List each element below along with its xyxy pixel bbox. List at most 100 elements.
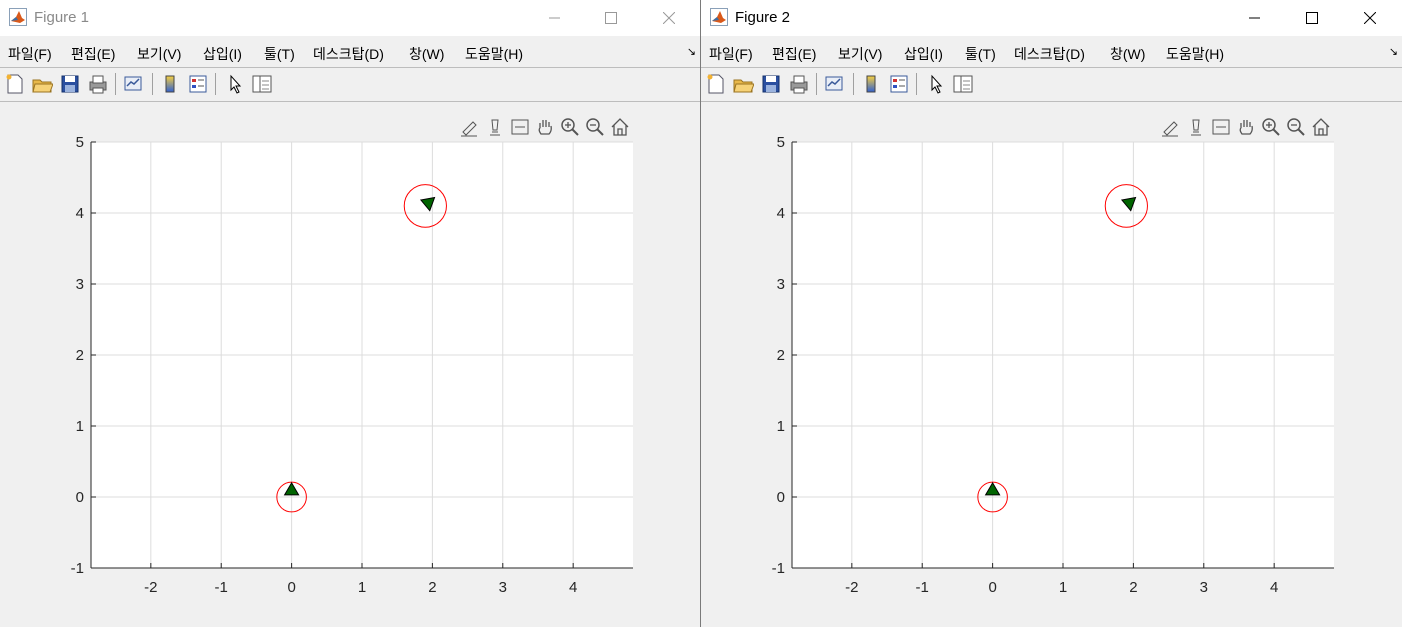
menu-tools[interactable]: 툴(T) (264, 46, 295, 62)
minimize-button[interactable] (1232, 0, 1278, 36)
triangle-marker (283, 481, 300, 496)
menu-insert[interactable]: 삽입(I) (203, 46, 242, 62)
zoom-in-icon[interactable] (1260, 116, 1282, 138)
window-title: Figure 2 (735, 9, 791, 26)
menu-edit[interactable]: 편집(E) (71, 46, 116, 62)
property-inspector-icon[interactable] (251, 73, 273, 95)
plot-area[interactable]: -2 -1 0 1 2 3 4 -1 0 1 2 3 4 5 (0, 101, 700, 627)
link-plot-icon[interactable] (823, 73, 845, 95)
menu-dock-arrow-icon[interactable]: ↘ (686, 46, 696, 58)
menu-bar: 파일(F) 편집(E) 보기(V) 삽입(I) 툴(T) 데스크탑(D) 창(W… (701, 37, 1402, 67)
maximize-icon (605, 12, 617, 24)
toolbar-separator (916, 73, 917, 95)
menu-view[interactable]: 보기(V) (137, 46, 182, 62)
minimize-button[interactable] (532, 0, 578, 36)
menu-window[interactable]: 창(W) (1110, 46, 1146, 62)
insert-legend-icon[interactable] (187, 73, 209, 95)
new-figure-icon[interactable] (4, 73, 26, 95)
maximize-button[interactable] (1289, 0, 1335, 36)
insert-colorbar-icon[interactable] (159, 73, 181, 95)
home-icon[interactable] (609, 116, 631, 138)
matlab-icon (710, 8, 728, 26)
range-circle (403, 184, 447, 228)
minimize-icon (1249, 17, 1260, 19)
brush-icon[interactable] (1160, 116, 1182, 138)
menu-help[interactable]: 도움말(H) (1166, 46, 1225, 62)
y-tick-label: 0 (777, 489, 785, 506)
insert-legend-icon[interactable] (888, 73, 910, 95)
y-tick-label: 5 (777, 134, 785, 151)
new-figure-icon[interactable] (705, 73, 727, 95)
print-icon[interactable] (87, 73, 109, 95)
x-tick-label: 1 (358, 579, 366, 596)
legend-toggle-icon[interactable] (509, 116, 531, 138)
menu-file[interactable]: 파일(F) (709, 46, 753, 62)
menu-window[interactable]: 창(W) (409, 46, 445, 62)
menu-insert[interactable]: 삽입(I) (904, 46, 943, 62)
figure-toolbar (701, 67, 1402, 102)
maximize-button[interactable] (588, 0, 634, 36)
triangle-marker (1120, 196, 1137, 212)
window-divider (700, 0, 701, 627)
zoom-out-icon[interactable] (1285, 116, 1307, 138)
brush-icon[interactable] (459, 116, 481, 138)
data-cursor-icon[interactable] (484, 116, 506, 138)
figure-window-1: Figure 1 파일(F) 편집(E) 보기(V) 삽입(I) 툴(T) 데스… (0, 0, 700, 627)
menu-desktop[interactable]: 데스크탑(D) (313, 46, 384, 62)
y-tick-label: 4 (777, 205, 785, 222)
y-tick-label: 3 (76, 276, 84, 293)
pan-hand-icon[interactable] (534, 116, 556, 138)
y-tick-label: 5 (76, 134, 84, 151)
open-file-icon[interactable] (31, 73, 53, 95)
edit-plot-arrow-icon[interactable] (224, 73, 246, 95)
legend-toggle-icon[interactable] (1210, 116, 1232, 138)
close-button[interactable] (646, 0, 692, 36)
x-tick-label: 4 (1270, 579, 1278, 596)
x-tick-label: -2 (144, 579, 157, 596)
save-icon[interactable] (59, 73, 81, 95)
menu-file[interactable]: 파일(F) (8, 46, 52, 62)
data-cursor-icon[interactable] (1185, 116, 1207, 138)
x-tick-label: 0 (988, 579, 996, 596)
edit-plot-arrow-icon[interactable] (925, 73, 947, 95)
pan-hand-icon[interactable] (1235, 116, 1257, 138)
y-tick-label: -1 (772, 560, 785, 577)
menu-dock-arrow-icon[interactable]: ↘ (1388, 46, 1398, 58)
y-tick-label: 4 (76, 205, 84, 222)
triangle-marker (984, 481, 1001, 496)
insert-colorbar-icon[interactable] (860, 73, 882, 95)
toolbar-separator (816, 73, 817, 95)
open-file-icon[interactable] (732, 73, 754, 95)
y-tick-label: 2 (76, 347, 84, 364)
figure-window-2: Figure 2 파일(F) 편집(E) 보기(V) 삽입(I) 툴(T) 데스… (701, 0, 1402, 627)
x-tick-label: 3 (499, 579, 507, 596)
home-icon[interactable] (1310, 116, 1332, 138)
window-title: Figure 1 (34, 9, 90, 26)
save-icon[interactable] (760, 73, 782, 95)
print-icon[interactable] (788, 73, 810, 95)
x-tick-label: 4 (569, 579, 577, 596)
menu-desktop[interactable]: 데스크탑(D) (1014, 46, 1085, 62)
x-tick-label: 2 (428, 579, 436, 596)
y-tick-label: 1 (777, 418, 785, 435)
property-inspector-icon[interactable] (952, 73, 974, 95)
link-plot-icon[interactable] (122, 73, 144, 95)
maximize-icon (1306, 12, 1318, 24)
menu-view[interactable]: 보기(V) (838, 46, 883, 62)
x-tick-label: 0 (287, 579, 295, 596)
title-bar[interactable]: Figure 1 (0, 0, 700, 36)
menu-edit[interactable]: 편집(E) (772, 46, 817, 62)
x-tick-label: 3 (1200, 579, 1208, 596)
menu-tools[interactable]: 툴(T) (965, 46, 996, 62)
toolbar-separator (215, 73, 216, 95)
zoom-in-icon[interactable] (559, 116, 581, 138)
zoom-out-icon[interactable] (584, 116, 606, 138)
title-bar[interactable]: Figure 2 (701, 0, 1402, 36)
y-tick-label: -1 (71, 560, 84, 577)
minimize-icon (549, 17, 560, 19)
close-button[interactable] (1347, 0, 1393, 36)
y-tick-label: 2 (777, 347, 785, 364)
menu-help[interactable]: 도움말(H) (465, 46, 524, 62)
plot-area[interactable]: -2 -1 0 1 2 3 4 -1 0 1 2 3 4 5 (701, 101, 1402, 627)
y-tick-label: 0 (76, 489, 84, 506)
